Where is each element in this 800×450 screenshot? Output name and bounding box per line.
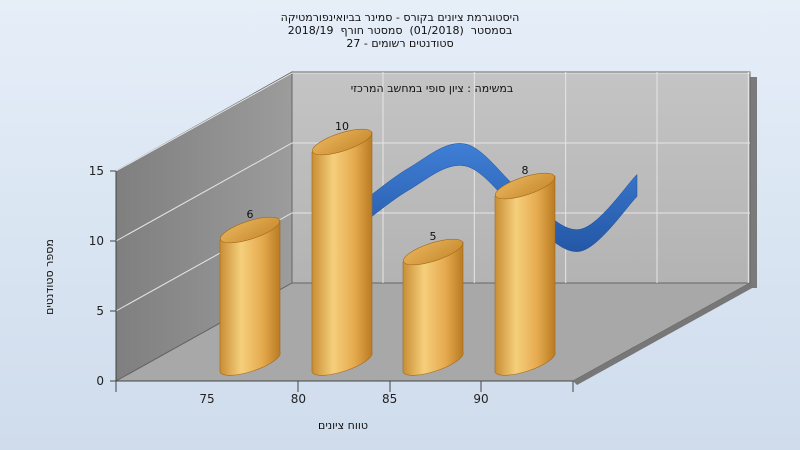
- grid-line: [115, 72, 750, 172]
- bar-top: [220, 216, 280, 244]
- y-tick-label: 15: [89, 164, 104, 178]
- bar-top: [403, 238, 463, 266]
- data-label: 5: [430, 230, 437, 243]
- bar-body: [402, 241, 464, 376]
- title-line-3: סטודנטים רשומים - 27: [346, 37, 454, 50]
- title-line-1: היסטוגרמת ציונים בקורס - סמינר בביואינפו…: [280, 11, 520, 24]
- y-axis: 0 5 10 15: [89, 164, 117, 388]
- floor-edge: [573, 283, 754, 385]
- bar-body: [219, 219, 281, 376]
- chart-annotation: במשימה : ציון סופי במחשב המרכזי: [351, 82, 514, 95]
- curve-ribbon: [350, 143, 638, 252]
- x-tick-label: 85: [382, 392, 397, 406]
- data-label: 8: [522, 164, 529, 177]
- x-tick-label: 90: [473, 392, 488, 406]
- grid-line: [115, 212, 750, 312]
- y-tick-label: 0: [96, 374, 104, 388]
- bar-80: 10: [311, 120, 373, 376]
- chart-title: היסטוגרמת ציונים בקורס - סמינר בביואינפו…: [0, 11, 800, 50]
- bar-85: 5: [402, 230, 464, 376]
- bar-top: [312, 128, 372, 156]
- curve-series: [350, 143, 638, 252]
- bar-75: 6: [219, 208, 281, 376]
- data-label: 6: [247, 208, 254, 221]
- bar-top: [495, 172, 555, 200]
- grid-line: [115, 142, 750, 242]
- title-line-2: בסמסטר (01/2018) סמסטר חורף 2018/19: [287, 24, 513, 37]
- x-axis-label: טווח ציונים: [318, 419, 368, 432]
- x-tick-label: 80: [291, 392, 306, 406]
- y-tick-label: 10: [89, 234, 104, 248]
- bar-body: [311, 131, 373, 376]
- x-tick-label: 75: [199, 392, 214, 406]
- x-axis: 75 80 85 90: [115, 380, 574, 406]
- grid-lines: [115, 72, 750, 312]
- y-tick-label: 5: [96, 304, 104, 318]
- bar-series: 6 10 5 8: [219, 120, 556, 376]
- bar-90: 8: [494, 164, 556, 376]
- data-label: 10: [335, 120, 349, 133]
- y-axis-label: מספר סטודנטים: [43, 239, 56, 315]
- bar-body: [494, 175, 556, 376]
